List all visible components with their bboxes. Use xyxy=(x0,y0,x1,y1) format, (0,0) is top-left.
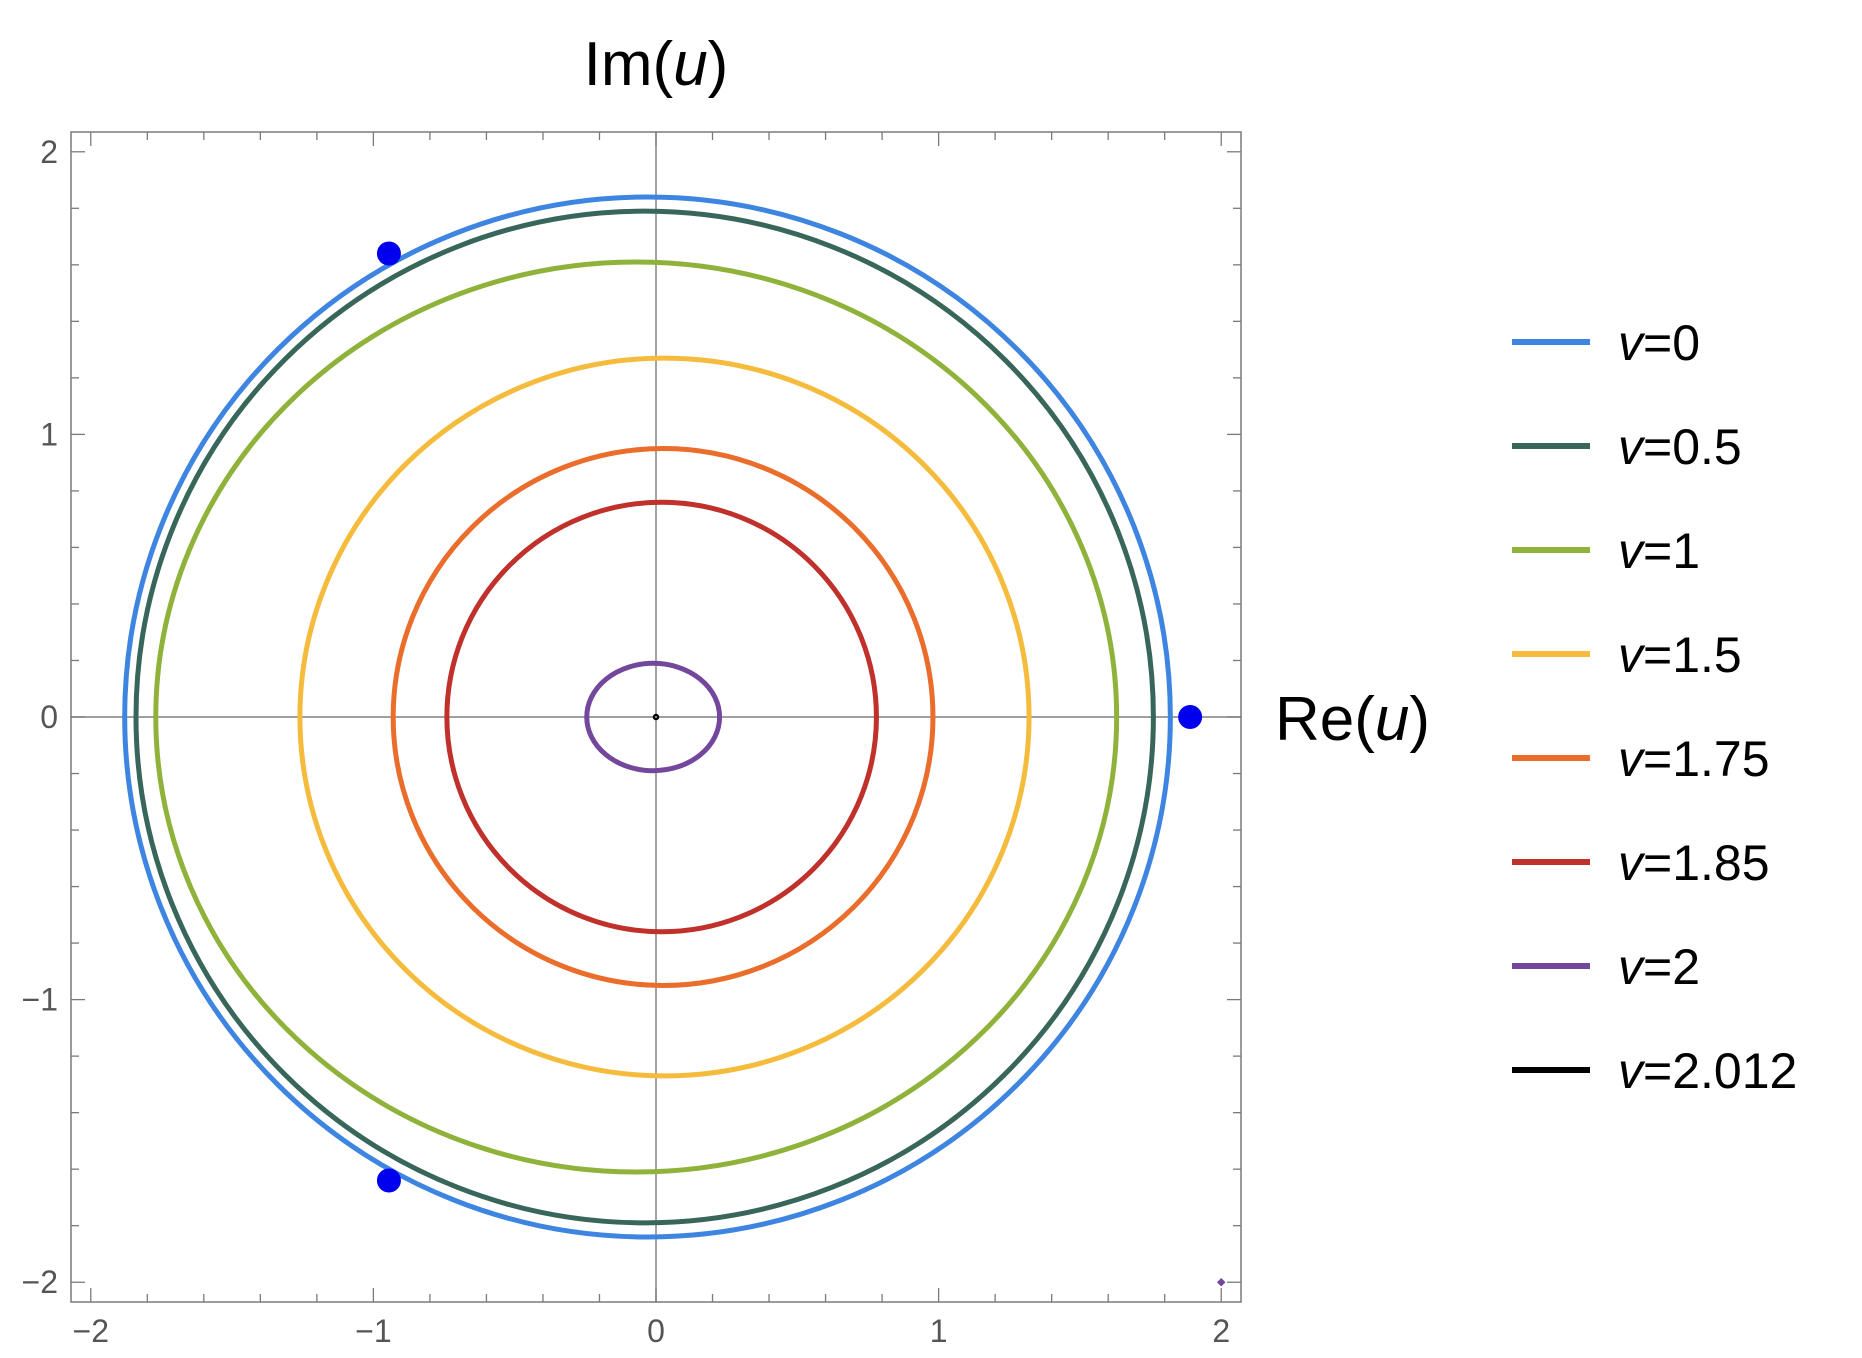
contour-curve-2 xyxy=(584,660,723,774)
highlight-points xyxy=(376,241,1226,1287)
contour-curves xyxy=(122,194,1173,1240)
x-tick-label: −2 xyxy=(73,1313,109,1349)
tick-labels: −2 −1 0 1 2 −2 −1 0 1 2 xyxy=(22,134,1231,1349)
contour-curve-0 xyxy=(122,194,1173,1240)
highlight-point xyxy=(376,241,401,266)
x-tick-label: 2 xyxy=(1212,1313,1230,1349)
corner-marker xyxy=(1216,1277,1226,1287)
legend-label: v=1.5 xyxy=(1618,627,1742,683)
x-tick-label: −1 xyxy=(355,1313,391,1349)
legend: v=0 v=0.5 v=1 v=1.5 v=1.75 v=1.85 v=2 v=2.012 xyxy=(1512,315,1797,1099)
legend-label: v=1.75 xyxy=(1618,731,1770,787)
contour-curve-2-012 xyxy=(652,713,660,721)
tick-marks xyxy=(71,132,1241,1302)
highlight-point xyxy=(376,1168,401,1193)
x-tick-label: 1 xyxy=(930,1313,948,1349)
contour-curve-1-5 xyxy=(297,355,1032,1079)
y-tick-label: −1 xyxy=(22,982,58,1018)
y-tick-label: 1 xyxy=(40,416,58,452)
contour-curve-1-75 xyxy=(390,446,936,988)
y-tick-label: −2 xyxy=(22,1264,58,1300)
contour-curve-0-5 xyxy=(133,208,1156,1226)
contour-curve-1 xyxy=(153,259,1120,1175)
legend-label: v=2.012 xyxy=(1618,1043,1797,1099)
legend-label: v=2 xyxy=(1618,939,1700,995)
y-axis-title: Im(u) xyxy=(584,30,729,99)
legend-label: v=1.85 xyxy=(1618,835,1770,891)
legend-label: v=1 xyxy=(1618,523,1700,579)
x-axis-title: Re(u) xyxy=(1275,685,1430,754)
legend-label: v=0.5 xyxy=(1618,419,1742,475)
highlight-point xyxy=(1178,705,1203,729)
y-tick-label: 2 xyxy=(40,134,58,170)
y-tick-label: 0 xyxy=(40,699,58,735)
contour-curve-1-85 xyxy=(444,499,879,935)
legend-label: v=0 xyxy=(1618,315,1700,371)
x-tick-label: 0 xyxy=(647,1313,665,1349)
